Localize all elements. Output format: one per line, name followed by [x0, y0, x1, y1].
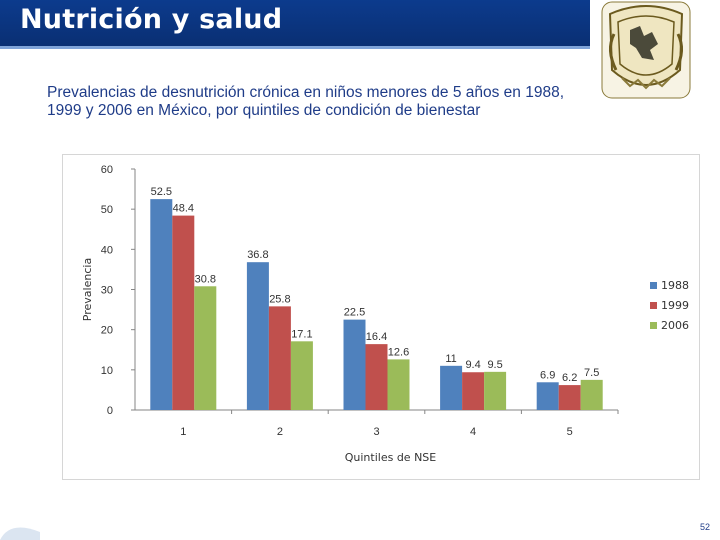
chart-subtitle: Prevalencias de desnutrición crónica en …	[47, 84, 564, 119]
legend-swatch-2006	[650, 322, 657, 329]
data-label: 6.9	[540, 369, 555, 381]
bar-1988-q3	[343, 319, 366, 410]
y-tick-label: 40	[101, 244, 113, 256]
bar-1999-q4	[462, 372, 485, 410]
x-tick-label: 1	[180, 426, 186, 438]
x-tick-label: 3	[373, 426, 379, 438]
data-label: 12.6	[388, 346, 409, 358]
y-axis-label: Prevalencia	[81, 258, 94, 321]
corner-swoosh-decoration	[0, 527, 40, 540]
y-tick-label: 10	[101, 365, 113, 377]
data-label: 6.2	[562, 372, 577, 384]
x-tick-label: 4	[470, 426, 476, 438]
x-axis-label: Quintiles de NSE	[345, 451, 437, 464]
y-tick-label: 60	[101, 164, 113, 176]
bar-chart: 0 10 20 30 40 50 60 Prevalencia Quintiles de NSE…	[81, 164, 689, 464]
data-label: 11	[445, 353, 456, 365]
header-underline	[0, 46, 590, 49]
y-tick-label: 0	[107, 405, 113, 417]
legend-swatch-1988	[650, 282, 657, 289]
bar-1988-q2	[246, 262, 269, 410]
x-tick-label: 2	[277, 426, 283, 438]
data-label: 48.4	[173, 203, 194, 215]
y-tick-label: 30	[101, 285, 113, 297]
chart-frame: 0 10 20 30 40 50 60 Prevalencia Quintiles de NSE…	[62, 154, 700, 480]
x-tick-label: 5	[567, 426, 573, 438]
data-label: 25.8	[269, 293, 290, 305]
bar-2006-q3	[387, 359, 410, 410]
y-tick-label: 20	[101, 325, 113, 337]
legend-label-1988: 1988	[661, 279, 689, 292]
legend-swatch-1999	[650, 302, 657, 309]
bar-1988-q5	[536, 382, 559, 410]
bar-2006-q1	[194, 286, 217, 410]
data-label: 16.4	[366, 331, 387, 343]
data-label: 30.8	[195, 273, 216, 285]
data-label: 9.5	[487, 359, 502, 371]
bar-2006-q2	[290, 341, 313, 410]
data-label: 36.8	[247, 249, 268, 261]
y-tick-label: 50	[101, 204, 113, 216]
bar-1999-q1	[172, 215, 195, 410]
legend-label-1999: 1999	[661, 299, 689, 312]
university-seal-icon	[601, 1, 691, 99]
data-label: 52.5	[151, 186, 172, 198]
bar-1999-q3	[365, 344, 388, 410]
page-title: Nutrición y salud	[20, 4, 283, 35]
data-label: 22.5	[344, 307, 365, 319]
bar-2006-q4	[484, 371, 507, 410]
data-label: 7.5	[584, 367, 599, 379]
bar-1999-q5	[558, 385, 581, 410]
header-bar: Nutrición y salud	[0, 0, 590, 46]
bar-1988-q1	[150, 199, 173, 410]
bar-2006-q5	[580, 379, 603, 410]
page-number: 52	[700, 522, 711, 532]
bar-1999-q2	[268, 306, 291, 410]
legend-label-2006: 2006	[661, 319, 689, 332]
data-label: 9.4	[465, 359, 480, 371]
data-label: 17.1	[291, 328, 312, 340]
bar-1988-q4	[440, 365, 463, 410]
